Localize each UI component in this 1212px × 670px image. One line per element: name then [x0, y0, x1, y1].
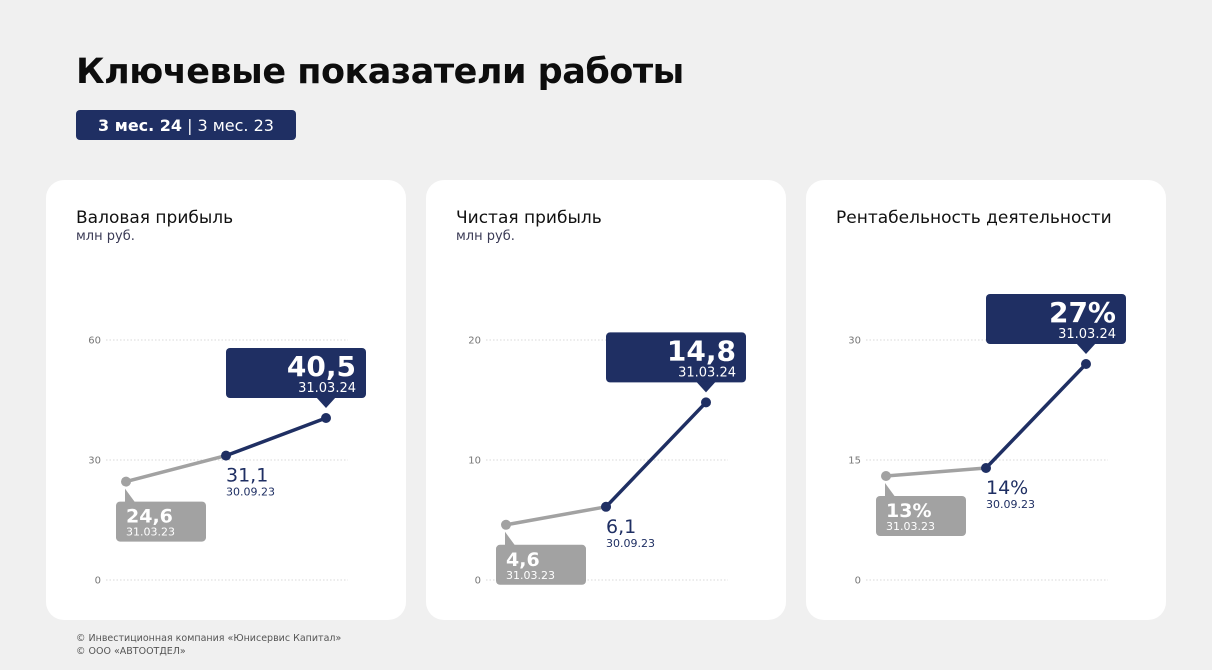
gross-profit-chart: 0 30 60 24,631.03.23 31,130.09.23 40,531.03.2… [88, 336, 366, 587]
y-tick-label: 0 [95, 576, 101, 587]
net-profit-card: Чистая прибыль млн руб. 0 10 20 4,6 31.03.23… [426, 180, 786, 620]
callout-pointer [1076, 343, 1096, 354]
data-label: 14% [986, 477, 1028, 499]
callout-box [986, 294, 1126, 344]
card-unit: млн руб. [76, 229, 135, 244]
series-line-previous [884, 466, 988, 478]
y-tick-label: 0 [855, 576, 861, 587]
date-label: 30.09.23 [606, 537, 655, 550]
net-profit-chart: 0 10 20 4,631.03.23 6,130.09.23 14,831.03.24 [468, 332, 746, 587]
data-point [881, 471, 891, 481]
data-label: 40,5 [287, 350, 356, 383]
profitability-card: Рентабельность деятельности 0 15 30 13% 31.0… [806, 180, 1166, 620]
data-point [221, 450, 231, 461]
y-tick-label: 30 [88, 456, 101, 467]
series-line-current [984, 362, 1088, 470]
period-current: 3 мес. 24 [98, 115, 183, 135]
data-point [701, 397, 711, 408]
y-tick-label: 30 [848, 336, 861, 347]
callout-box [496, 544, 586, 585]
callout-pointer [505, 531, 516, 547]
data-label: 13% [886, 500, 931, 522]
gross-profit-card: Валовая прибыль млн руб. 0 30 60 24,6 31.03.… [46, 180, 406, 620]
y-tick-label: 20 [468, 336, 481, 347]
date-label: 31.03.24 [1058, 327, 1116, 342]
date-label: 31.03.23 [506, 569, 555, 582]
callout-box [606, 332, 746, 383]
callout-box [116, 501, 206, 542]
date-label: 31.03.23 [886, 520, 935, 533]
card-title: Чистая прибыль [456, 208, 602, 228]
y-tick-label: 10 [468, 456, 481, 467]
data-label: 14,8 [667, 334, 736, 367]
callout-pointer [125, 488, 136, 504]
data-point [501, 519, 511, 530]
date-label: 31.03.23 [126, 526, 175, 539]
callout-pointer [696, 381, 716, 393]
date-label: 31.03.24 [298, 381, 356, 396]
period-previous: 3 мес. 23 [197, 115, 274, 135]
period-separator: | [187, 115, 193, 135]
data-label: 31,1 [226, 465, 268, 487]
series-line-previous [504, 505, 608, 527]
date-label: 31.03.24 [678, 365, 736, 380]
series-line-current [604, 400, 708, 509]
data-label: 24,6 [126, 506, 173, 528]
page-title: Ключевые показатели работы [76, 52, 684, 92]
period-badge: 3 мес. 24 | 3 мес. 23 [76, 110, 296, 140]
y-tick-label: 0 [475, 576, 481, 587]
y-tick-label: 60 [88, 336, 101, 347]
callout-box [876, 496, 966, 536]
card-title: Валовая прибыль [76, 208, 234, 228]
profitability-chart: 0 15 30 13%31.03.23 14%30.09.23 27%31.03.24 [848, 294, 1126, 587]
data-label: 4,6 [506, 549, 540, 571]
footer-copyright-1: © Инвестиционная компания «Юнисервис Кап… [76, 633, 342, 644]
callout-pointer [885, 483, 896, 498]
data-point [121, 476, 131, 487]
data-point [601, 501, 611, 512]
callout-pointer [316, 397, 336, 408]
series-line-current [224, 416, 328, 458]
data-label: 27% [1049, 296, 1116, 329]
data-point [321, 413, 331, 423]
date-label: 30.09.23 [986, 498, 1035, 511]
series-line-previous [124, 453, 228, 484]
footer-copyright-2: © ООО «АВТООТДЕЛ» [76, 645, 186, 657]
data-label: 6,1 [606, 516, 636, 538]
date-label: 30.09.23 [226, 486, 275, 499]
data-point [981, 463, 991, 473]
data-point [1081, 359, 1091, 369]
y-tick-label: 15 [848, 456, 861, 467]
callout-box [226, 348, 366, 398]
footer: © Инвестиционная компания «Юнисервис Кап… [76, 633, 341, 658]
card-unit: млн руб. [456, 229, 515, 244]
card-title: Рентабельность деятельности [836, 208, 1112, 228]
